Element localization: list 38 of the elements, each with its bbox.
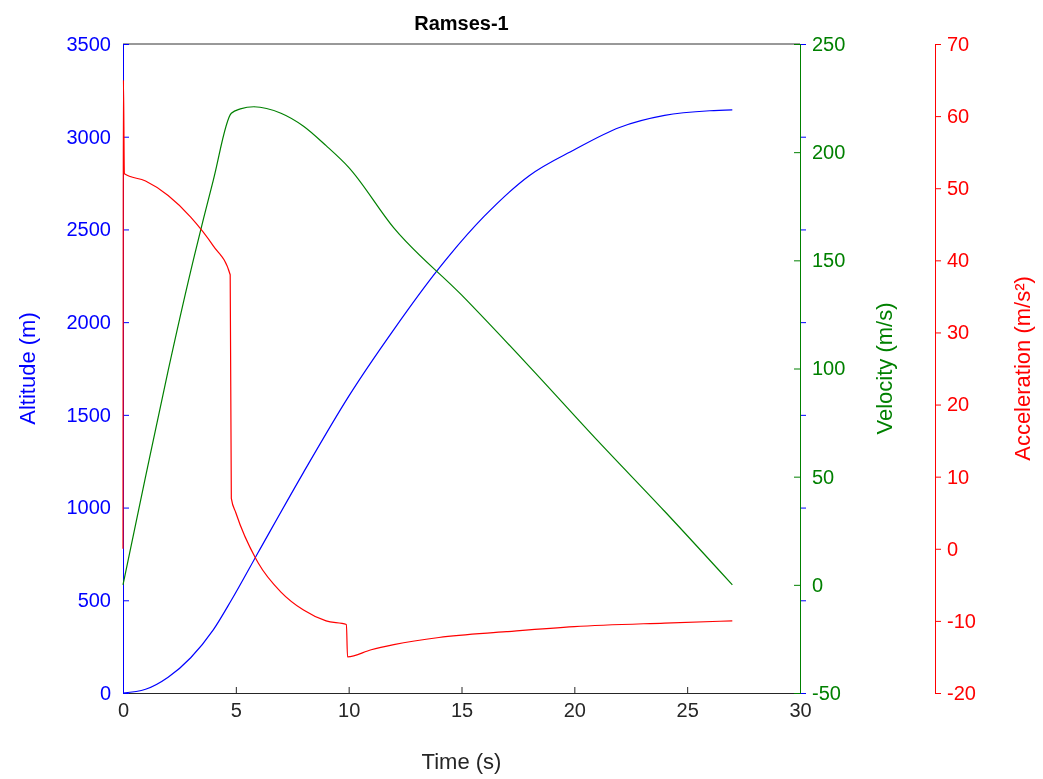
y-tick-label: 2000 <box>66 311 111 334</box>
y-tick-label: 1500 <box>66 403 111 426</box>
y-tick-label: 1000 <box>66 496 111 519</box>
y-tick-label: 0 <box>99 681 111 704</box>
y-tick-label: 3500 <box>66 32 111 55</box>
y-tick-label: 3000 <box>66 125 111 148</box>
y3-tick-label: 0 <box>947 537 959 560</box>
y2-tick-label: 200 <box>812 141 846 164</box>
line-series <box>122 106 733 586</box>
y2-tick-label: 0 <box>812 573 824 596</box>
y2-tick-label: -50 <box>812 681 841 704</box>
y3-tick-label: -20 <box>947 681 976 704</box>
x-axis-title: Time (s) <box>421 749 502 774</box>
y2-tick-label: 100 <box>812 357 846 380</box>
y2-tick-label: 250 <box>812 32 846 55</box>
y3-tick-label: 60 <box>947 105 970 128</box>
x-tick-label: 5 <box>230 699 242 722</box>
y3-tick-label: 70 <box>947 32 970 55</box>
y2-tick-label: 150 <box>812 249 846 272</box>
y-tick-label: 2500 <box>66 218 111 241</box>
y3-tick-label: -10 <box>947 609 976 632</box>
chart-title: Ramses-1 <box>414 12 509 34</box>
x-tick-label: 25 <box>676 699 699 722</box>
y3-tick-label: 30 <box>947 321 970 344</box>
y3-axis-title: Acceleration (m/s²) <box>1010 276 1035 461</box>
x-tick-label: 30 <box>789 699 812 722</box>
y3-tick-label: 40 <box>947 249 970 272</box>
x-tick-label: 0 <box>117 699 130 722</box>
x-tick-label: 20 <box>563 699 586 722</box>
y3-tick-label: 10 <box>947 465 970 488</box>
y-axis-title: Altitude (m) <box>15 312 40 425</box>
y3-tick-label: 20 <box>947 393 970 416</box>
y2-tick-label: 50 <box>812 465 835 488</box>
x-tick-label: 10 <box>338 699 361 722</box>
y2-axis-title: Velocity (m/s) <box>872 302 897 435</box>
y3-tick-label: 50 <box>947 177 970 200</box>
y-tick-label: 500 <box>77 589 111 612</box>
x-tick-label: 15 <box>450 699 474 722</box>
